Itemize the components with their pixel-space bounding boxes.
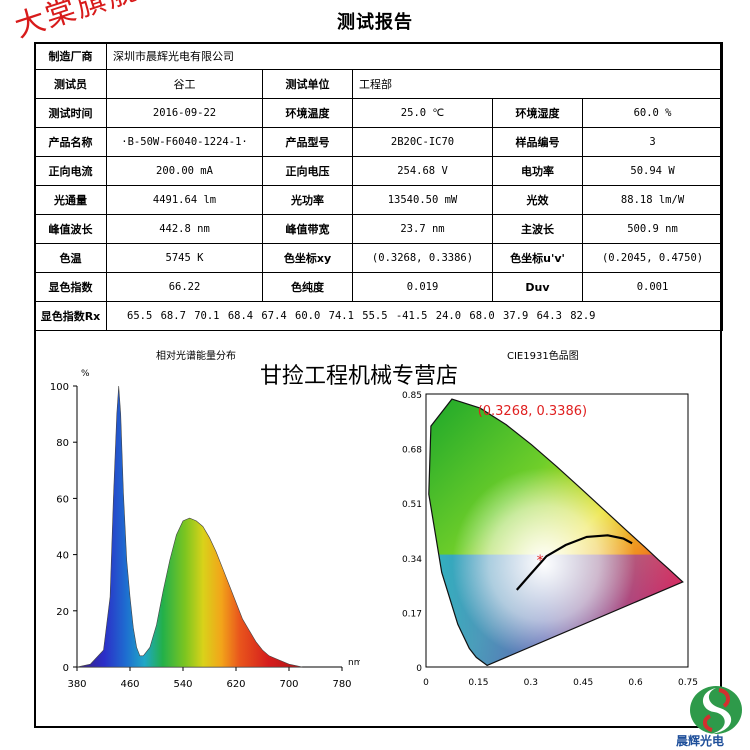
- report-row: 色温 5745 K 色坐标xy (0.3268, 0.3386) 色坐标u'v' (0.2…: [34, 243, 724, 273]
- spectrum-y-tick-label: 100: [50, 382, 69, 393]
- cie-x-tick-label: 0.6: [628, 678, 643, 688]
- manufacturer-value: 深圳市晨辉光电有限公司: [105, 42, 724, 70]
- spectral-locus: [428, 398, 684, 667]
- company-logo-text: 晨辉光电: [676, 734, 725, 748]
- report-table: 制造厂商 深圳市晨辉光电有限公司 测试员 谷工 测试单位 工程部 测试时间 2016-09…: [34, 42, 724, 331]
- field-label: 环境湿度: [492, 98, 583, 128]
- field-label: 色坐标xy: [262, 243, 353, 273]
- spectrum-y-tick-label: 0: [63, 663, 69, 674]
- cie-x-tick-label: 0.45: [573, 678, 593, 688]
- chromaticity-point: *: [537, 553, 544, 569]
- field-value: 0.019: [352, 272, 493, 302]
- field-value: ·B-50W-F6040-1224-1·: [106, 127, 263, 157]
- field-label: Duv: [492, 272, 583, 302]
- field-label: 光通量: [34, 185, 107, 215]
- field-value: 2016-09-22: [106, 98, 263, 128]
- cie-y-tick-label: 0.34: [402, 555, 422, 565]
- spectrum-x-tick-label: 380: [67, 679, 86, 690]
- field-value: 442.8 nm: [106, 214, 263, 244]
- rx-values: 65.5 68.7 70.1 68.4 67.4 60.0 74.1 55.5 …: [105, 301, 724, 331]
- field-value: 2B20C-IC70: [352, 127, 493, 157]
- cie-y-tick-label: 0.51: [402, 500, 422, 510]
- spectrum-x-tick-label: 460: [120, 679, 139, 690]
- cie-color-fill: [428, 399, 683, 666]
- field-value: 谷工: [106, 69, 263, 99]
- spectrum-chart-title: 相对光谱能量分布: [156, 351, 236, 362]
- spectrum-y-tick-label: 20: [56, 607, 69, 618]
- field-label: 峰值带宽: [262, 214, 353, 244]
- cie-chart-title: CIE1931色品图: [507, 351, 579, 362]
- report-title: 测试报告: [337, 12, 413, 33]
- field-label: 电功率: [492, 156, 583, 186]
- cie-plot-frame: [425, 393, 689, 668]
- spectrum-y-tick-label: 60: [56, 494, 69, 505]
- company-logo-icon: [690, 686, 742, 734]
- field-value: 0.001: [581, 272, 724, 302]
- field-label: 光功率: [262, 185, 353, 215]
- rx-label: 显色指数Rx: [34, 301, 107, 331]
- spectrum-x-unit: nm: [348, 658, 360, 668]
- planckian-locus: [515, 534, 633, 591]
- cie-y-tick-label: 0: [416, 664, 422, 674]
- field-value: 4491.64 lm: [106, 185, 263, 215]
- field-value: 60.0 %: [581, 98, 724, 128]
- rx-row: 显色指数Rx 65.5 68.7 70.1 68.4 67.4 60.0 74.1…: [34, 301, 724, 331]
- chromaticity-label: (0.3268, 0.3386): [478, 404, 587, 419]
- report-row: 正向电流 200.00 mA 正向电压 254.68 V 电功率 50.94 W: [34, 156, 724, 186]
- field-value: 50.94 W: [581, 156, 724, 186]
- spectrum-chart: 0 20 40 60 80 100 380 460 540 620 700 780% nm: [50, 369, 360, 690]
- cie-x-tick-label: 0.75: [678, 678, 698, 688]
- field-value: 500.9 nm: [581, 214, 724, 244]
- spectrum-x-tick-label: 700: [279, 679, 298, 690]
- cie-chart: 0 0.17 0.34 0.51 0.68 0.85 0 0.15 0.3 0.45 0.6 0.75…: [402, 391, 698, 688]
- field-value: 254.68 V: [352, 156, 493, 186]
- spectrum-x-tick-label: 540: [173, 679, 192, 690]
- cie-x-tick-label: 0.3: [524, 678, 538, 688]
- spectrum-y-tick-label: 80: [56, 438, 69, 449]
- report-row: 光通量 4491.64 lm 光功率 13540.50 mW 光效 88.18 lm/W: [34, 185, 724, 215]
- report-row: 峰值波长 442.8 nm 峰值带宽 23.7 nm 主波长 500.9 nm: [34, 214, 724, 244]
- report-row: 测试员 谷工 测试单位 工程部: [34, 69, 724, 99]
- spectrum-y-unit: %: [81, 369, 90, 379]
- field-value: 23.7 nm: [352, 214, 493, 244]
- manufacturer-label: 制造厂商: [34, 42, 107, 70]
- spectrum-area: [76, 385, 303, 668]
- field-value: (0.2045, 0.4750): [581, 243, 724, 273]
- field-label: 测试员: [34, 69, 107, 99]
- field-label: 峰值波长: [34, 214, 107, 244]
- cie-x-tick-label: 0.15: [468, 678, 488, 688]
- field-value: 66.22: [106, 272, 263, 302]
- spectrum-x-tick-label: 620: [226, 679, 245, 690]
- field-label: 色纯度: [262, 272, 353, 302]
- spectrum-x-tick-label: 780: [332, 679, 351, 690]
- spectrum-y-tick-label: 40: [56, 551, 69, 562]
- field-value: (0.3268, 0.3386): [352, 243, 493, 273]
- field-value: 25.0 ℃: [352, 98, 493, 128]
- manufacturer-row: 制造厂商 深圳市晨辉光电有限公司: [34, 42, 724, 70]
- field-label: 样品编号: [492, 127, 583, 157]
- report-frame: [34, 42, 722, 728]
- cie-x-tick-label: 0: [423, 678, 429, 688]
- cie-y-tick-label: 0.85: [402, 391, 422, 401]
- store-banner: 甘捡工程机械专营店: [260, 364, 459, 389]
- field-label: 色坐标u'v': [492, 243, 583, 273]
- cie-y-tick-label: 0.17: [402, 609, 422, 619]
- cie-y-tick-label: 0.68: [402, 446, 422, 456]
